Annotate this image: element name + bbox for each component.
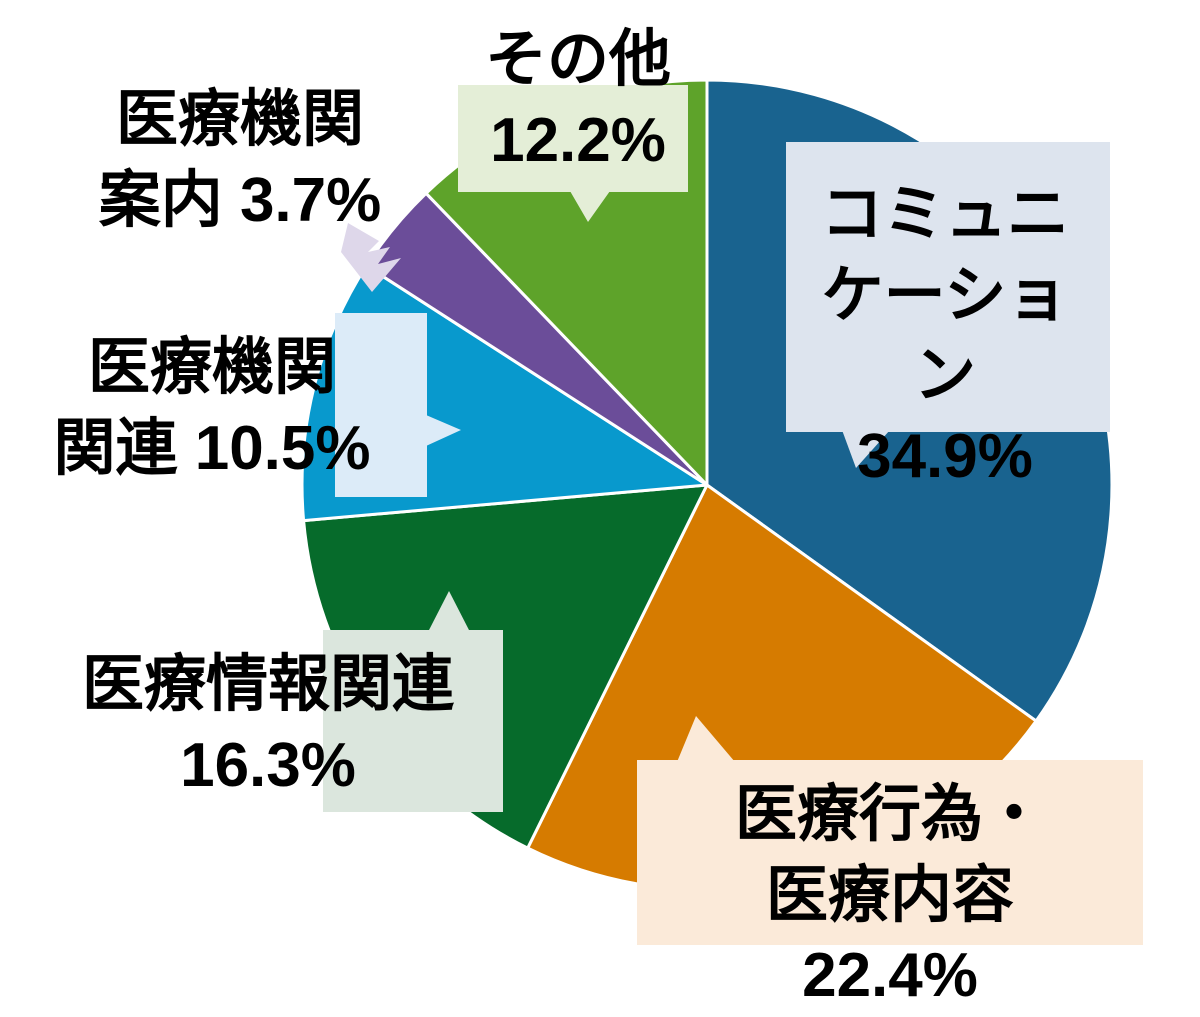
- callout-bubble-communication: [786, 142, 1110, 432]
- callout-bubble-medical_acts: [637, 760, 1143, 945]
- slice-label-medical-inst-guide: 医療機関 案内 3.7%: [98, 85, 382, 235]
- callout-tail-communication: [842, 430, 890, 468]
- slice-label-medical-acts: 医療行為・ 医療内容 22.4%: [735, 780, 1046, 1011]
- callout-arrow-medical_inst_guide: [341, 223, 401, 292]
- callout-bubble-medical_info: [323, 630, 503, 812]
- pie-svg: [300, 78, 1143, 945]
- callout-tail-medical_acts: [677, 716, 735, 762]
- slice-label-others: その他 12.2%: [484, 25, 672, 175]
- callout-tail-medical_info: [428, 591, 470, 632]
- callout-bubbles: [323, 85, 1143, 945]
- slice-label-medical-info: 医療情報関連 16.3%: [81, 650, 455, 800]
- pie-chart: コミュニ ケーション 34.9% 医療行為・ 医療内容 22.4% 医療情報関連…: [53, 25, 1143, 1010]
- slice-label-medical-inst-related: 医療機関 関連 10.5%: [53, 333, 371, 483]
- callout-bubble-others: [458, 85, 688, 192]
- callout-bubble-medical_inst_related: [335, 313, 427, 497]
- callout-tail-medical_inst_related: [426, 415, 461, 446]
- slice-label-communication: コミュニ ケーション 34.9%: [820, 180, 1069, 491]
- callout-tail-others: [570, 191, 610, 222]
